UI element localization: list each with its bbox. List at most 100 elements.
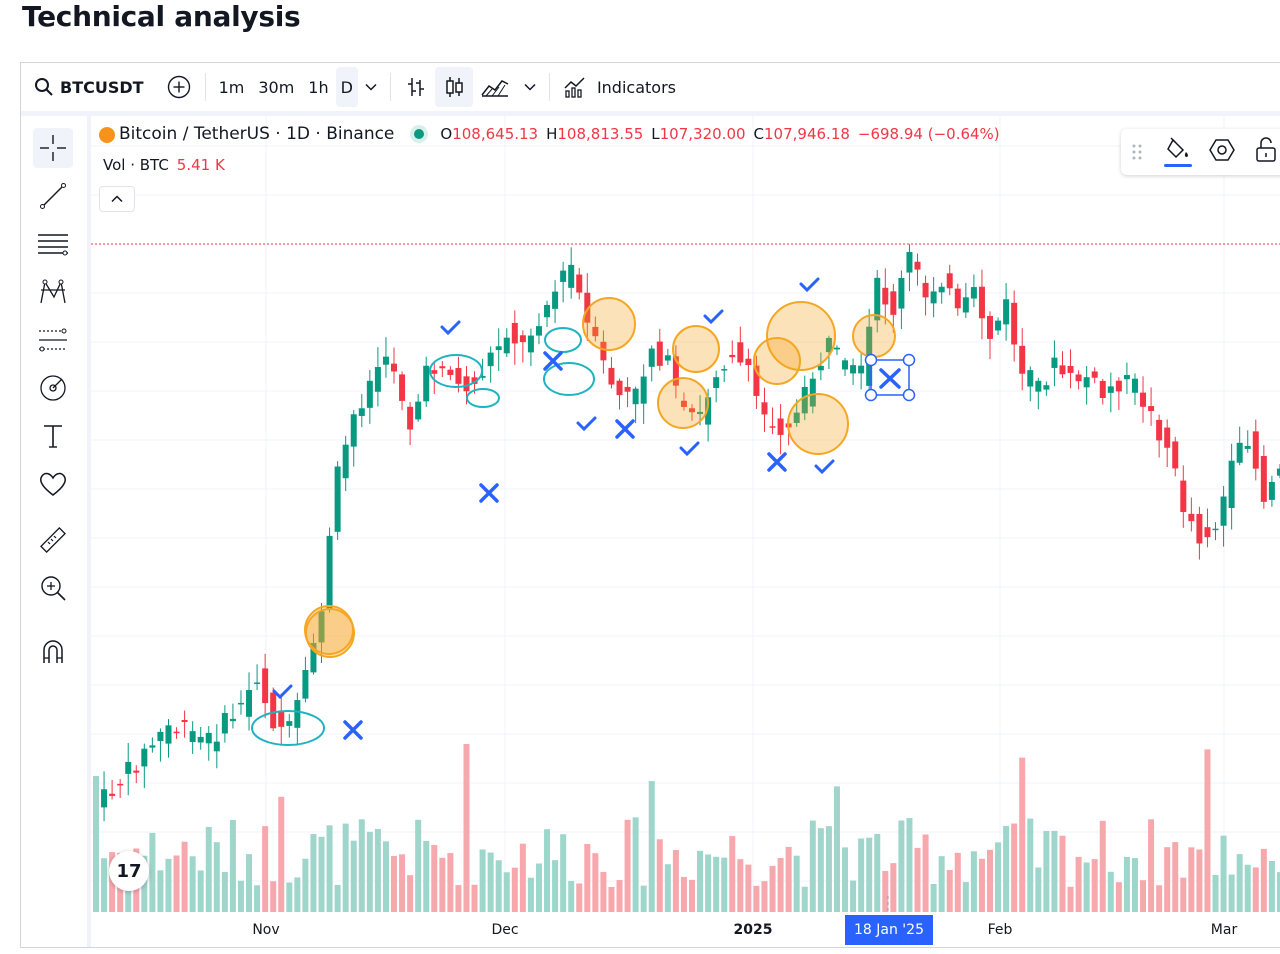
- volume-bar: [1099, 820, 1106, 912]
- volume-bar: [584, 844, 591, 912]
- volume-bar: [1276, 872, 1280, 912]
- fill-color-button[interactable]: [1161, 134, 1195, 170]
- candle-body: [270, 692, 277, 729]
- pattern-tool[interactable]: [33, 272, 73, 312]
- candle-body: [358, 408, 365, 416]
- indicators-button[interactable]: Indicators: [556, 67, 683, 107]
- candle-body: [680, 400, 687, 407]
- candle-body: [1188, 513, 1195, 522]
- candle-body: [326, 535, 333, 610]
- candle-body: [906, 251, 913, 273]
- candle-body: [1059, 365, 1066, 375]
- interval-1m[interactable]: 1m: [218, 77, 245, 97]
- symbol-search-button[interactable]: BTCUSDT: [27, 67, 151, 107]
- volume-bar: [439, 857, 446, 912]
- icon-tool[interactable]: [33, 464, 73, 504]
- volume-bar: [326, 825, 333, 912]
- interval-1d[interactable]: D: [335, 67, 358, 107]
- magnet-tool[interactable]: [33, 632, 73, 672]
- forecast-tool[interactable]: [33, 320, 73, 360]
- candle-body: [1107, 386, 1114, 393]
- candles-style-button[interactable]: [434, 67, 473, 107]
- candle-body: [447, 369, 454, 376]
- brush-tool[interactable]: [33, 368, 73, 408]
- compare-button[interactable]: [159, 67, 199, 107]
- candle-body: [1244, 445, 1251, 449]
- candle-body: [858, 365, 865, 374]
- projection-icon: [39, 328, 67, 352]
- crosshair-tool[interactable]: [33, 128, 73, 168]
- candle-body: [302, 670, 309, 699]
- candle-body: [850, 365, 857, 374]
- interval-dropdown[interactable]: [358, 67, 384, 107]
- candle-body: [366, 380, 373, 408]
- volume-bar: [737, 859, 744, 912]
- fib-retracement-tool[interactable]: [33, 224, 73, 264]
- add-circle-icon: [167, 75, 190, 99]
- candle-body: [1252, 431, 1259, 469]
- volume-bar: [664, 864, 671, 912]
- area-style-button[interactable]: [473, 67, 517, 107]
- candle-body: [391, 363, 397, 372]
- volume-bar: [978, 858, 985, 912]
- volume-bar: [576, 883, 583, 912]
- candle-body: [777, 418, 784, 435]
- indicators-label: Indicators: [596, 77, 676, 97]
- volume-bar: [197, 870, 204, 912]
- selection-handle: [902, 388, 916, 402]
- candle-body: [133, 770, 140, 773]
- candle-body: [745, 358, 752, 366]
- volume-bar: [173, 855, 180, 912]
- volume-bar: [495, 860, 502, 912]
- checkmark-annotation: [703, 309, 724, 325]
- price-chart[interactable]: [91, 116, 1280, 948]
- settings-button[interactable]: [1209, 137, 1235, 167]
- interval-30m[interactable]: 30m: [258, 77, 295, 97]
- volume-bar: [479, 849, 486, 912]
- volume-bar: [1123, 856, 1130, 912]
- candle-body: [189, 731, 196, 743]
- open-value: 108,645.13: [452, 125, 539, 143]
- volume-legend: Vol · BTC 5.41 K: [103, 156, 225, 174]
- selection-handle: [864, 388, 878, 402]
- candle-body: [1220, 496, 1227, 526]
- volume-bar: [1156, 885, 1163, 912]
- candle-body: [535, 326, 542, 336]
- candle-body: [229, 718, 236, 722]
- volume-bar: [753, 885, 760, 912]
- ruler-icon: [40, 527, 66, 553]
- candle-body: [278, 710, 285, 727]
- chart-type-dropdown[interactable]: [517, 67, 543, 107]
- lock-button[interactable]: [1255, 137, 1277, 167]
- candle-body: [1236, 442, 1243, 463]
- drag-handle-icon[interactable]: [1131, 142, 1145, 162]
- chart-pane[interactable]: Bitcoin / TetherUS · 1D · Binance O108,6…: [91, 116, 1280, 947]
- candle-body: [1115, 380, 1122, 392]
- volume-label: Vol · BTC: [103, 156, 169, 174]
- volume-bar: [809, 820, 816, 912]
- volume-bar: [246, 854, 253, 912]
- text-icon: [44, 425, 62, 448]
- checkmark-annotation: [440, 320, 461, 336]
- candle-body: [713, 377, 720, 389]
- low-label: L: [651, 125, 660, 143]
- collapse-legend-button[interactable]: [99, 186, 135, 212]
- candle-body: [1003, 299, 1010, 325]
- candle-body: [1276, 468, 1280, 476]
- candle-body: [1043, 385, 1050, 390]
- volume-bar: [906, 818, 913, 912]
- magnet-icon: [43, 640, 63, 663]
- bars-style-button[interactable]: [397, 67, 435, 107]
- candle-body: [527, 335, 534, 353]
- volume-bar: [1083, 862, 1090, 912]
- tradingview-logo[interactable]: 17: [109, 851, 149, 891]
- chevron-down-icon: [524, 83, 536, 91]
- measure-tool[interactable]: [33, 520, 73, 560]
- candle-body: [1091, 371, 1098, 378]
- zoom-tool[interactable]: [33, 568, 73, 608]
- text-tool[interactable]: [33, 416, 73, 456]
- trend-line-tool[interactable]: [33, 176, 73, 216]
- candle-body: [109, 793, 116, 796]
- interval-1h[interactable]: 1h: [308, 77, 329, 97]
- volume-bar: [552, 860, 559, 912]
